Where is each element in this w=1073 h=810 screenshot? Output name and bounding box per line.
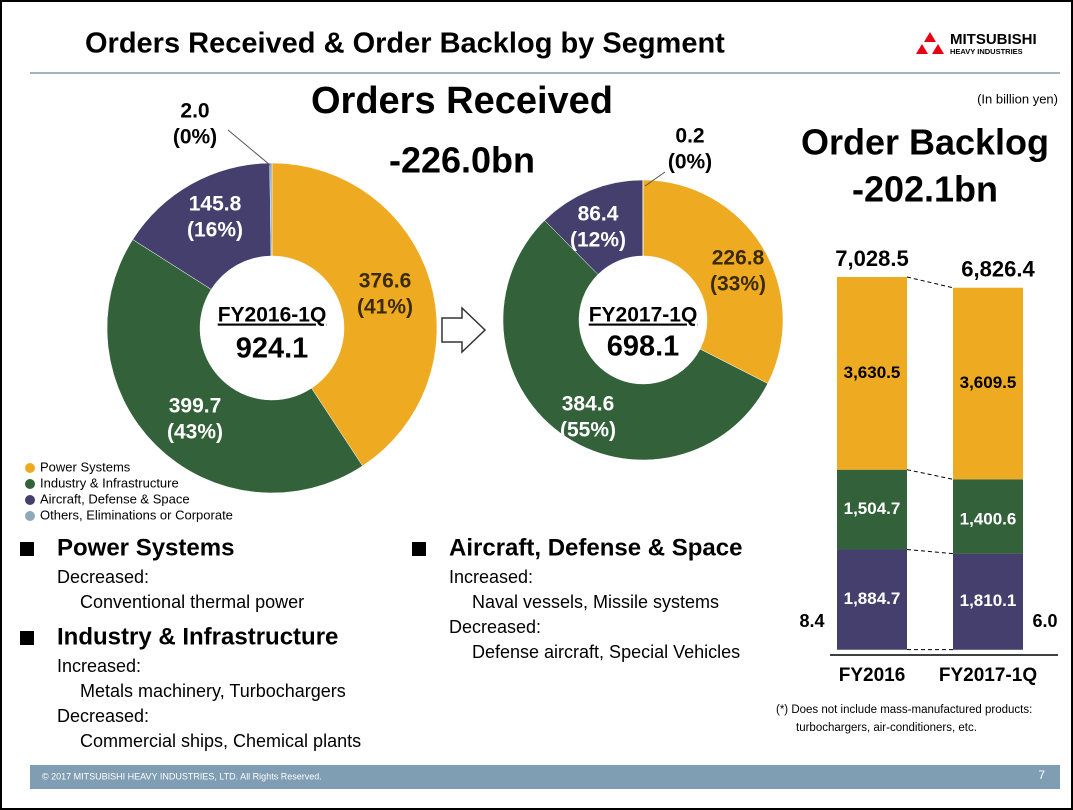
connector <box>906 276 954 289</box>
bar-value-label: 3,609.5 <box>960 373 1017 392</box>
connector <box>906 469 954 480</box>
percent-label: (55%) <box>560 419 616 442</box>
donut-segment <box>132 162 272 290</box>
footer-copyright: © 2017 MITSUBISHI HEAVY INDUSTRIES, LTD.… <box>42 771 322 781</box>
center-label: FY2016-1Q <box>218 304 327 327</box>
segment-items: Commercial ships, Chemical plants <box>80 731 361 751</box>
value-label: 399.7 <box>169 395 222 418</box>
percent-label: (12%) <box>570 229 626 252</box>
legend-dot <box>25 511 35 521</box>
total-label: 698.1 <box>607 331 680 363</box>
logo-text: MITSUBISHI <box>950 31 1037 48</box>
bar-value-label: 1,884.7 <box>844 589 901 608</box>
segment-name: Aircraft, Defense & Space <box>449 534 742 561</box>
bar-value-label: 8.4 <box>799 611 824 631</box>
segment-change: Decreased: <box>57 706 149 726</box>
segment-change: Decreased: <box>57 567 149 587</box>
bar-segment <box>837 549 907 650</box>
bar-segment <box>953 553 1023 650</box>
backlog-title: Order Backlog <box>801 122 1049 163</box>
bar-value-label: 6.0 <box>1032 611 1057 631</box>
legend-label: Industry & Infrastructure <box>40 475 179 490</box>
orders-title: Orders Received <box>311 80 613 122</box>
bar-total-label: 6,826.4 <box>961 257 1035 282</box>
bar-segment <box>837 277 907 470</box>
unit-note: (In billion yen) <box>977 91 1058 106</box>
legend-dot <box>25 479 35 489</box>
bar-value-label: 3,630.5 <box>844 363 901 382</box>
leader-line <box>227 129 271 166</box>
bullet <box>412 542 426 556</box>
donut-segment <box>269 162 273 257</box>
segment-items: Conventional thermal power <box>80 592 304 612</box>
legend-dot <box>25 495 35 505</box>
segment-change: Increased: <box>449 567 533 587</box>
segment-items: Naval vessels, Missile systems <box>472 592 719 612</box>
slide-title: Orders Received & Order Backlog by Segme… <box>85 28 725 60</box>
note: turbochargers, air-conditioners, etc. <box>796 722 977 734</box>
connector <box>906 549 954 555</box>
donut-segment <box>502 220 769 461</box>
percent-label: (41%) <box>357 296 413 319</box>
value-label: 0.2 <box>675 125 704 148</box>
value-label: 376.6 <box>359 270 412 293</box>
bullet <box>20 631 34 645</box>
footer-bar <box>30 765 1060 789</box>
value-label: 384.6 <box>562 393 615 416</box>
total-label: 924.1 <box>236 333 309 365</box>
segment-change: Decreased: <box>449 617 541 637</box>
bar-value-label: 1,400.6 <box>960 510 1017 529</box>
value-label: 226.8 <box>712 247 765 270</box>
backlog-change: -202.1bn <box>852 169 998 210</box>
note: (*) Does not include mass-manufactured p… <box>776 704 1032 716</box>
segment-name: Power Systems <box>57 534 234 561</box>
legend-label: Power Systems <box>40 459 131 474</box>
percent-label: (16%) <box>187 219 243 242</box>
segment-change: Increased: <box>57 656 141 676</box>
percent-label: (43%) <box>167 421 223 444</box>
bar-total-label: 7,028.5 <box>835 246 908 271</box>
bar-segment <box>837 469 907 550</box>
logo-mark <box>924 32 936 42</box>
logo-mark <box>932 44 944 54</box>
bar-segment <box>953 287 1023 480</box>
orders-change: -226.0bn <box>389 140 535 181</box>
donut-segment <box>271 162 438 467</box>
bullet <box>20 542 34 556</box>
segment-items: Metals machinery, Turbochargers <box>80 681 346 701</box>
bar-value-label: 1,810.1 <box>960 591 1017 610</box>
leader-line <box>644 171 666 187</box>
donut-segment <box>106 239 363 494</box>
arrow <box>441 306 487 354</box>
center-label: FY2017-1Q <box>589 304 698 327</box>
bar-value-label: 1,504.7 <box>844 499 901 518</box>
legend-dot <box>25 463 35 473</box>
donut-segment <box>642 179 784 384</box>
percent-label: (0%) <box>173 126 217 149</box>
x-tick-label: FY2017-1Q <box>939 665 1037 686</box>
segment-items: Defense aircraft, Special Vehicles <box>472 642 740 662</box>
value-label: 145.8 <box>189 193 242 216</box>
legend-label: Others, Eliminations or Corporate <box>40 507 233 522</box>
bar-segment <box>953 479 1023 554</box>
logo-subtext: HEAVY INDUSTRIES <box>950 47 1023 56</box>
value-label: 86.4 <box>578 203 619 226</box>
percent-label: (33%) <box>710 273 766 296</box>
percent-label: (0%) <box>668 151 712 174</box>
logo-mark <box>916 44 928 54</box>
segment-name: Industry & Infrastructure <box>57 623 338 650</box>
page-number: 7 <box>1038 768 1045 782</box>
value-label: 2.0 <box>180 100 209 123</box>
legend-label: Aircraft, Defense & Space <box>40 491 190 506</box>
x-tick-label: FY2016 <box>839 665 906 686</box>
